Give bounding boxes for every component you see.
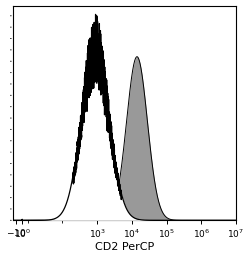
X-axis label: CD2 PerCP: CD2 PerCP <box>95 243 154 252</box>
